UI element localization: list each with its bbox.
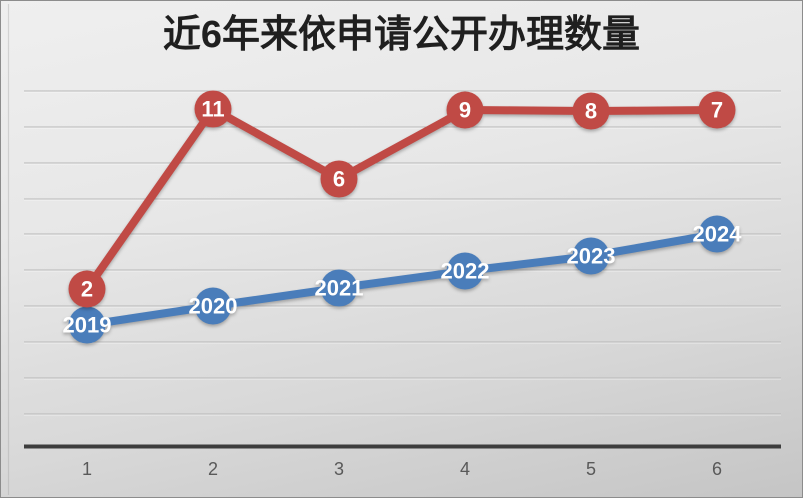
data-point-label-red: 7 bbox=[711, 98, 723, 123]
data-point-marker-red bbox=[446, 91, 484, 129]
data-point-marker-red bbox=[68, 270, 106, 308]
data-point-label-red: 8 bbox=[585, 99, 597, 124]
data-point-label-blue: 2020 bbox=[189, 294, 238, 319]
data-point-label-red: 6 bbox=[333, 167, 345, 192]
series-group-blue: 2019 2020 2021 2022 2023 2024 bbox=[63, 215, 743, 344]
data-point-marker-red bbox=[320, 160, 358, 198]
data-point-marker-red bbox=[194, 90, 232, 128]
data-point-label-blue: 2022 bbox=[441, 259, 490, 284]
data-point-marker-blue bbox=[698, 215, 736, 253]
series-line-red bbox=[83, 105, 721, 293]
data-point-label-red: 11 bbox=[201, 97, 224, 122]
data-point-marker-blue bbox=[194, 287, 232, 325]
data-point-label-blue: 2021 bbox=[315, 276, 364, 301]
data-point-marker-blue bbox=[320, 269, 358, 307]
series-line-blue bbox=[83, 230, 721, 329]
data-point-label-blue: 2019 bbox=[63, 313, 112, 338]
x-axis-label: 5 bbox=[586, 459, 596, 479]
data-point-marker-red bbox=[698, 91, 736, 129]
data-point-label-blue: 2023 bbox=[567, 244, 616, 269]
data-point-marker-blue bbox=[68, 306, 106, 344]
data-point-label-red: 2 bbox=[81, 277, 93, 302]
series-group-red: 2 11 6 9 8 7 bbox=[68, 90, 736, 308]
data-point-label-blue: 2024 bbox=[693, 222, 743, 247]
x-axis-label: 6 bbox=[712, 459, 722, 479]
x-axis-label: 3 bbox=[334, 459, 344, 479]
x-axis-label: 2 bbox=[208, 459, 218, 479]
data-point-marker-red bbox=[572, 92, 610, 130]
data-point-label-red: 9 bbox=[459, 98, 471, 123]
x-axis-label: 4 bbox=[460, 459, 470, 479]
x-axis-label: 1 bbox=[82, 459, 92, 479]
data-point-marker-blue bbox=[446, 252, 484, 290]
chart-title: 近6年来依申请公开办理数量 bbox=[162, 14, 641, 56]
data-point-marker-blue bbox=[572, 237, 610, 275]
